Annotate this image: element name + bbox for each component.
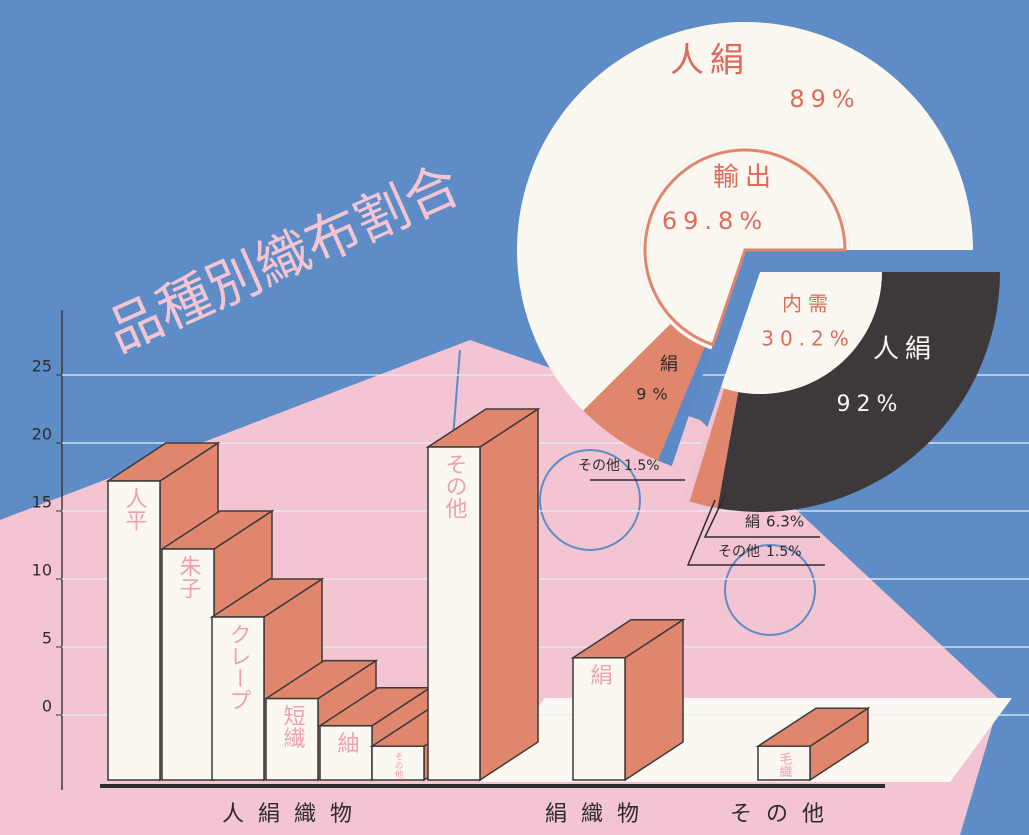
outer-value: 6.3% — [766, 513, 804, 531]
leader — [703, 494, 820, 538]
bar-label: クレープ — [226, 623, 251, 711]
bar-label: 短繊 — [280, 705, 306, 749]
bar — [107, 480, 161, 781]
pie-slice — [657, 347, 712, 466]
leader — [686, 499, 825, 566]
group-label: 人絹織物 — [222, 802, 366, 827]
y-tick-label: 15 — [32, 493, 52, 512]
outer-value: 9% — [636, 385, 673, 404]
inner-value: 69.8% — [662, 207, 768, 235]
outer-label: 絹 — [745, 513, 760, 531]
bar — [319, 725, 373, 781]
deco-circle — [539, 449, 641, 551]
pie-core — [720, 272, 882, 394]
bar-label: その他 — [393, 752, 403, 779]
pie-slice — [717, 272, 1000, 512]
pie-slice — [583, 323, 705, 461]
bar — [757, 745, 811, 781]
bar — [572, 657, 626, 781]
y-tick-label: 20 — [32, 425, 52, 444]
outer-label: その他 — [718, 544, 760, 560]
group-label: 絹織物 — [545, 802, 653, 827]
y-tick-label: 5 — [42, 629, 52, 648]
inner-label: 輸出 — [713, 163, 777, 193]
outer-label: その他 — [578, 458, 620, 474]
pie-slice — [682, 387, 725, 502]
bar-label: その他 — [442, 453, 468, 519]
floor — [480, 698, 1012, 782]
y-tick-label: 10 — [32, 561, 52, 580]
y-tick-label: 0 — [42, 697, 52, 716]
bar-label: 人平 — [122, 487, 148, 531]
inner-label: 内需 — [782, 292, 834, 316]
outer-value: 1.5% — [766, 544, 802, 560]
outer-label: 人絹 — [873, 335, 937, 365]
outer-value: 1.5% — [624, 458, 660, 474]
inner-value: 30.2% — [761, 327, 855, 351]
bar — [427, 446, 481, 781]
outer-value: 89% — [789, 85, 860, 113]
outer-label: 絹 — [660, 354, 684, 375]
pie-core — [640, 145, 850, 350]
y-tick-label: 25 — [32, 357, 52, 376]
bar-label: 朱子 — [176, 555, 202, 599]
bar-label: 毛織 — [777, 752, 792, 779]
bar-side — [479, 407, 539, 782]
pie-slice — [689, 388, 739, 509]
bar-label: 紬 — [334, 732, 360, 754]
pie-slice — [516, 21, 973, 411]
outer-label: 人絹 — [670, 41, 750, 81]
bar — [211, 616, 265, 781]
bar — [371, 745, 425, 781]
outer-value: 92% — [837, 392, 904, 417]
bar — [265, 697, 319, 781]
bar-label: 絹 — [587, 664, 613, 686]
core-outline — [643, 148, 847, 347]
group-label: その他 — [730, 802, 838, 827]
deco-circle — [724, 544, 816, 636]
